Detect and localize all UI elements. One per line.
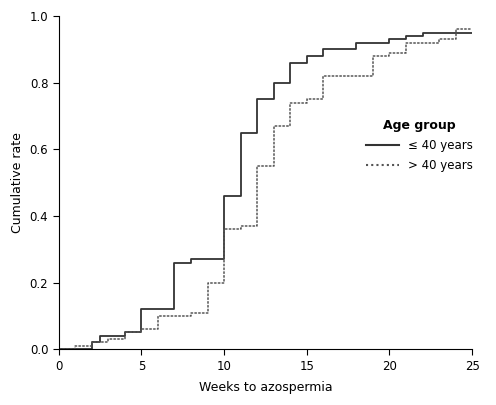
Y-axis label: Cumulative rate: Cumulative rate: [11, 132, 24, 233]
X-axis label: Weeks to azospermia: Weeks to azospermia: [198, 381, 332, 394]
Legend: ≤ 40 years, > 40 years: ≤ 40 years, > 40 years: [362, 115, 477, 175]
